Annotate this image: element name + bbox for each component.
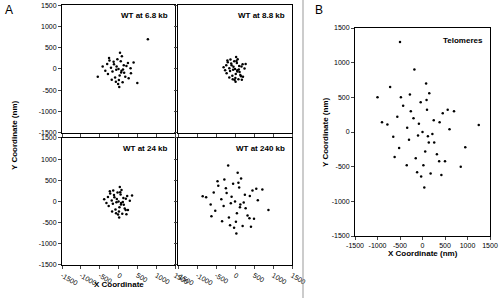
svg-text:500: 500 <box>45 44 57 51</box>
svg-text:1000: 1000 <box>334 59 350 66</box>
svg-text:1000: 1000 <box>271 272 288 286</box>
svg-text:-500: -500 <box>43 87 57 94</box>
svg-text:1500: 1500 <box>173 272 190 286</box>
svg-text:Y Coordinate (nm): Y Coordinate (nm) <box>10 100 19 170</box>
svg-text:WT at 24 kb: WT at 24 kb <box>123 144 168 153</box>
svg-text:X Coordinate: X Coordinate <box>94 280 144 289</box>
svg-text:-1500: -1500 <box>346 242 364 249</box>
svg-text:-1500: -1500 <box>332 232 350 239</box>
svg-text:1500: 1500 <box>334 24 350 31</box>
svg-text:1500: 1500 <box>41 134 57 141</box>
svg-text:-1000: -1000 <box>195 272 214 287</box>
svg-text:-500: -500 <box>336 163 350 170</box>
svg-text:500: 500 <box>135 272 149 284</box>
svg-text:0: 0 <box>116 272 123 280</box>
svg-text:WT at 8.8 kb: WT at 8.8 kb <box>238 11 285 20</box>
svg-text:-1500: -1500 <box>60 272 79 287</box>
svg-text:0: 0 <box>53 65 57 72</box>
svg-text:1500: 1500 <box>482 242 498 249</box>
svg-text:-1000: -1000 <box>332 198 350 205</box>
svg-text:-1500: -1500 <box>39 261 57 268</box>
svg-text:Telomeres: Telomeres <box>443 36 483 45</box>
svg-text:0: 0 <box>346 128 350 135</box>
svg-text:1000: 1000 <box>154 272 171 286</box>
svg-text:-1000: -1000 <box>369 242 387 249</box>
svg-text:500: 500 <box>252 272 266 284</box>
svg-text:-1000: -1000 <box>79 272 98 287</box>
svg-text:-500: -500 <box>393 242 407 249</box>
svg-text:X Coordinate (nm): X Coordinate (nm) <box>388 249 458 258</box>
svg-text:500: 500 <box>338 94 350 101</box>
svg-text:1500: 1500 <box>41 2 57 9</box>
svg-text:-1500: -1500 <box>176 272 195 287</box>
svg-text:A: A <box>5 3 13 17</box>
svg-text:1500: 1500 <box>290 272 307 286</box>
svg-text:WT at 240 kb: WT at 240 kb <box>236 144 285 153</box>
svg-text:1000: 1000 <box>41 23 57 30</box>
svg-text:1000: 1000 <box>460 242 476 249</box>
svg-text:0: 0 <box>53 198 57 205</box>
svg-text:-1500: -1500 <box>39 129 57 136</box>
svg-text:1000: 1000 <box>41 156 57 163</box>
svg-text:-500: -500 <box>214 272 230 285</box>
svg-text:B: B <box>315 3 323 17</box>
svg-text:500: 500 <box>439 242 451 249</box>
svg-text:-1000: -1000 <box>39 108 57 115</box>
svg-text:-500: -500 <box>97 272 113 285</box>
svg-text:WT at 6.8 kb: WT at 6.8 kb <box>121 11 168 20</box>
svg-text:0: 0 <box>421 242 425 249</box>
svg-text:-500: -500 <box>43 219 57 226</box>
svg-text:Y Coordinate (nm): Y Coordinate (nm) <box>321 97 330 167</box>
svg-text:-1000: -1000 <box>39 240 57 247</box>
svg-text:0: 0 <box>233 272 240 280</box>
svg-text:500: 500 <box>45 177 57 184</box>
